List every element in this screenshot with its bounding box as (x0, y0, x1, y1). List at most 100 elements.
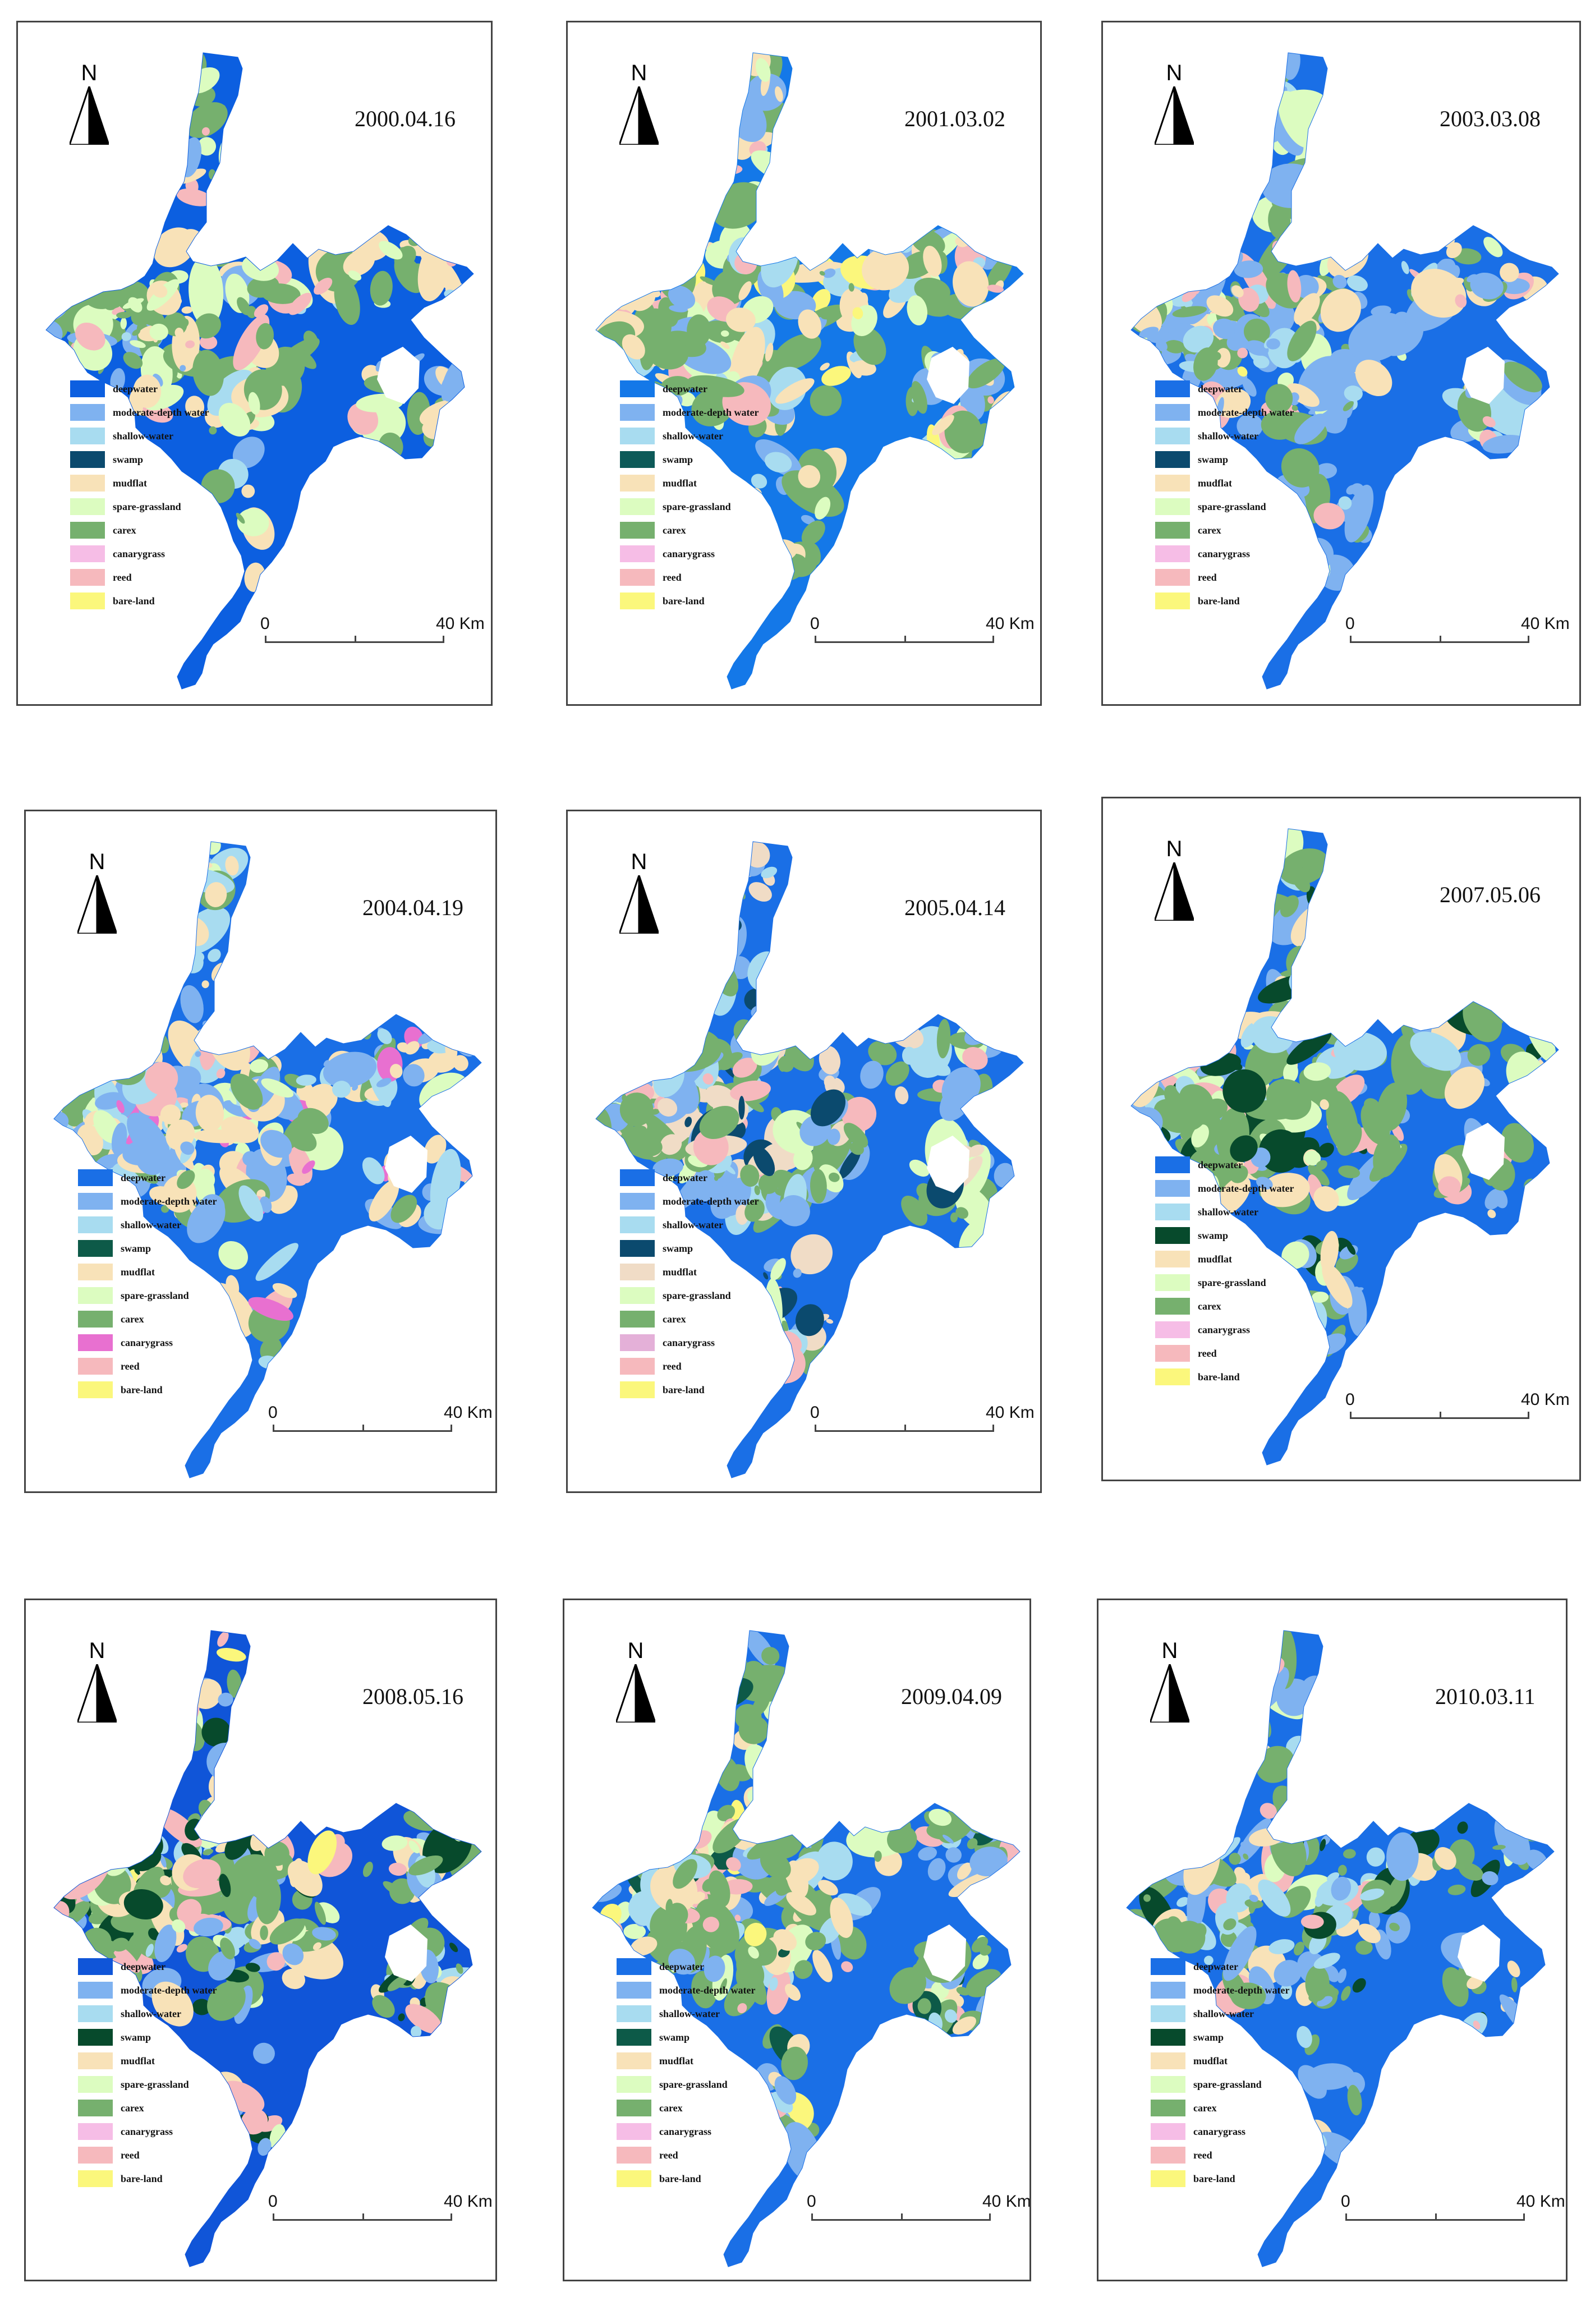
carex-patch (886, 1825, 917, 1854)
shal-patch (1253, 355, 1270, 369)
mud-patch (424, 1135, 447, 1164)
legend-swatch (617, 1982, 651, 1999)
mud-patch (1507, 1960, 1520, 1978)
mod-patch (704, 1955, 725, 1982)
legend-swatch (1155, 380, 1190, 397)
mod-patch (1331, 1876, 1352, 1901)
scale-tick (1350, 636, 1352, 641)
scale-tick (815, 1425, 816, 1430)
swamp-patch (1457, 1821, 1468, 1834)
shal-patch (902, 1046, 917, 1065)
shal-patch (1338, 496, 1352, 510)
mod-patch (1156, 339, 1167, 352)
reed-patch (145, 1062, 178, 1095)
mud-patch (817, 1880, 838, 1896)
mud-patch (819, 1046, 840, 1075)
scale-tick (1345, 2213, 1347, 2219)
grass-patch (753, 1315, 767, 1322)
grass-patch (1254, 1703, 1263, 1712)
grass-patch (1247, 151, 1270, 175)
island (927, 347, 969, 404)
legend-swatch (1155, 1180, 1190, 1197)
mod-patch (1436, 263, 1444, 269)
carex-patch (619, 1092, 654, 1127)
legend-label: shallow-water (663, 1219, 723, 1230)
mud-patch (1320, 1099, 1329, 1110)
legend-label: reed (121, 1361, 140, 1372)
legend-label: carex (1198, 525, 1221, 536)
shal-patch (1204, 1955, 1214, 1965)
mud-patch (453, 1055, 468, 1071)
mod-patch (1234, 260, 1263, 278)
mud-patch (1254, 897, 1265, 909)
legend-label: swamp (663, 1243, 693, 1254)
mud-patch (957, 1862, 972, 1880)
scale-tick (1523, 2213, 1525, 2219)
scale-line (1350, 641, 1529, 643)
deepwater-area (1127, 1631, 1554, 2267)
legend-swatch (78, 1287, 113, 1304)
legend-swatch (1155, 1204, 1190, 1220)
mod-patch (323, 1051, 377, 1088)
mud-patch (1231, 285, 1244, 298)
scale-end-label: 40 Km (1516, 2192, 1565, 2211)
grass-patch (1191, 1124, 1209, 1148)
deepwater-area (54, 1631, 481, 2267)
mud-patch (241, 484, 255, 498)
legend-swatch (78, 1311, 113, 1328)
grass-patch (381, 1835, 408, 1851)
carex-patch (212, 180, 238, 206)
legend-label: canarygrass (113, 548, 165, 559)
legend-swatch (70, 569, 105, 586)
reed-patch (176, 188, 213, 206)
carex-patch (203, 1810, 238, 1839)
legend-swatch (78, 2005, 113, 2022)
mod-patch (1274, 1960, 1302, 1987)
carex-patch (744, 1198, 765, 1222)
swamp-patch (449, 1942, 458, 1953)
legend-label: canarygrass (121, 2126, 173, 2137)
mod-patch (718, 128, 732, 141)
shal-patch (251, 1036, 269, 1044)
legend-swatch (78, 1216, 113, 1233)
carex-patch (1229, 1853, 1241, 1865)
carex-patch (970, 423, 990, 449)
scale-end-label: 40 Km (444, 1403, 493, 1422)
carex-patch (820, 306, 837, 320)
legend-swatch (70, 428, 105, 444)
carex-patch (1293, 1941, 1305, 1956)
shal-patch (1280, 1983, 1293, 2000)
carex-patch (1511, 1977, 1518, 1992)
legend-label: deepwater (121, 1172, 166, 1183)
mud-patch (205, 882, 227, 907)
shal-patch (918, 1055, 951, 1076)
legend-label: canarygrass (663, 1337, 715, 1348)
legend-label: mudflat (1198, 477, 1233, 489)
reed-patch (183, 1859, 221, 1889)
mud-patch (152, 284, 168, 298)
mud-patch (985, 426, 995, 447)
scale-tick (1350, 1412, 1352, 1417)
legend-swatch (620, 1193, 655, 1210)
mod-patch (1317, 1996, 1333, 2007)
reed-patch (1300, 1914, 1324, 1929)
mud-patch (1313, 1186, 1339, 1212)
legend-swatch (1151, 2147, 1185, 2164)
mod-patch (111, 1122, 127, 1156)
grass-patch (928, 1808, 952, 1826)
map-date-label: 2005.04.14 (904, 895, 1005, 920)
legend-label: shallow-water (1193, 2008, 1254, 2019)
north-arrow-icon: N (619, 849, 659, 934)
legend-swatch (1151, 2052, 1185, 2069)
mod-patch (217, 560, 235, 577)
mod-patch (1470, 272, 1504, 300)
scale-end-label: 40 Km (444, 2192, 493, 2211)
mod-patch (122, 1138, 166, 1166)
legend-label: spare-grassland (121, 2079, 189, 2090)
legend-label: deepwater (113, 383, 158, 394)
mod-patch (1290, 190, 1318, 210)
carex-patch (216, 104, 226, 114)
swamp-patch (219, 1873, 231, 1898)
swamp-patch (398, 2013, 405, 2022)
legend-swatch (620, 1287, 655, 1304)
